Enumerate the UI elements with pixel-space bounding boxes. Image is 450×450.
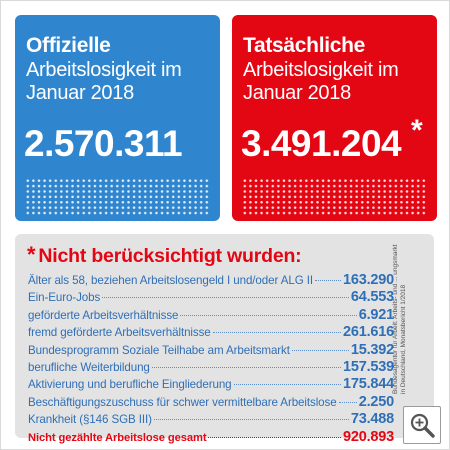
item-label: geförderte Arbeitsverhältnisse <box>28 308 179 322</box>
actual-heading: Tatsächliche <box>243 34 366 57</box>
title-asterisk: * <box>27 242 36 267</box>
list-item: Älter als 58, beziehen Arbeitslosengeld … <box>28 272 394 289</box>
item-value: 163.290 <box>342 272 394 288</box>
not-counted-panel: * Nicht berücksichtigt wurden: Älter als … <box>15 234 434 445</box>
source-note: Bundesagentur für Arbeit: Arbeits- und .… <box>392 244 422 394</box>
item-value: 15.392 <box>350 341 394 358</box>
panel-title-text: Nicht berücksichtigt wurden: <box>38 245 302 267</box>
item-label: Ein-Euro-Jobs <box>28 291 101 305</box>
decorative-dot-pattern <box>25 178 211 216</box>
official-subtitle: Arbeitslosigkeit im Januar 2018 <box>26 59 182 104</box>
decorative-dot-pattern <box>242 178 428 216</box>
list-item: Aktivierung und berufliche Eingliederung… <box>28 376 394 393</box>
item-label: Beschäftigungszuschuss für schwer vermit… <box>28 395 337 409</box>
total-label: Nicht gezählte Arbeitslose gesamt <box>28 431 207 444</box>
total-value: 920.893 <box>342 428 394 445</box>
dotted-leader <box>102 297 349 299</box>
dotted-leader <box>153 419 349 421</box>
dotted-leader <box>212 332 341 334</box>
dotted-leader <box>338 401 357 403</box>
item-value: 6.921 <box>358 306 394 323</box>
total-row: Nicht gezählte Arbeitslose gesamt 920.893 <box>28 429 394 446</box>
panel-title: * Nicht berücksichtigt wurden: <box>27 242 302 268</box>
source-text: Bundesagentur für Arbeit: Arbeits- und .… <box>392 244 407 394</box>
dotted-leader <box>314 280 341 281</box>
item-label: Älter als 58, beziehen Arbeitslosengeld … <box>28 274 313 287</box>
zoom-button[interactable] <box>403 406 441 444</box>
list-item: Ein-Euro-Jobs 64.553 <box>28 289 394 306</box>
list-item: Bundesprogramm Soziale Teilhabe am Arbei… <box>28 342 394 359</box>
item-value: 73.488 <box>350 411 394 428</box>
list-item: Beschäftigungszuschuss für schwer vermit… <box>28 394 394 411</box>
item-label: Bundesprogramm Soziale Teilhabe am Arbei… <box>28 343 290 357</box>
dotted-leader <box>180 314 357 316</box>
zoom-in-icon <box>410 413 435 438</box>
official-unemployment-card: Offizielle Arbeitslosigkeit im Januar 20… <box>15 15 220 221</box>
list-item: fremd geförderte Arbeitsverhältnisse 261.… <box>28 324 394 341</box>
official-value: 2.570.311 <box>24 123 183 164</box>
dotted-leader <box>291 349 349 351</box>
list-item: geförderte Arbeitsverhältnisse 6.921 <box>28 307 394 324</box>
footnote-asterisk: * <box>411 114 423 147</box>
actual-subtitle: Arbeitslosigkeit im Januar 2018 <box>243 59 399 104</box>
list-item: Krankheit (§146 SGB III) 73.488 <box>28 411 394 428</box>
dotted-leader <box>151 366 341 368</box>
item-value: 157.539 <box>342 358 394 375</box>
item-label: Krankheit (§146 SGB III) <box>28 413 152 427</box>
item-label: berufliche Weiterbildung <box>28 360 150 374</box>
dotted-leader <box>233 384 341 386</box>
item-value: 2.250 <box>358 393 394 410</box>
item-label: Aktivierung und berufliche Eingliederung <box>28 378 232 392</box>
actual-value: 3.491.204 <box>241 123 402 164</box>
list-item: berufliche Weiterbildung 157.539 <box>28 359 394 376</box>
dotted-leader <box>208 436 341 438</box>
not-counted-list: Älter als 58, beziehen Arbeitslosengeld … <box>28 272 394 446</box>
item-value: 261.616 <box>342 324 394 341</box>
item-value: 64.553 <box>350 289 394 306</box>
item-value: 175.844 <box>342 376 394 393</box>
actual-unemployment-card: Tatsächliche Arbeitslosigkeit im Januar … <box>232 15 437 221</box>
official-heading: Offizielle <box>26 34 111 57</box>
item-label: fremd geförderte Arbeitsverhältnisse <box>28 326 211 340</box>
